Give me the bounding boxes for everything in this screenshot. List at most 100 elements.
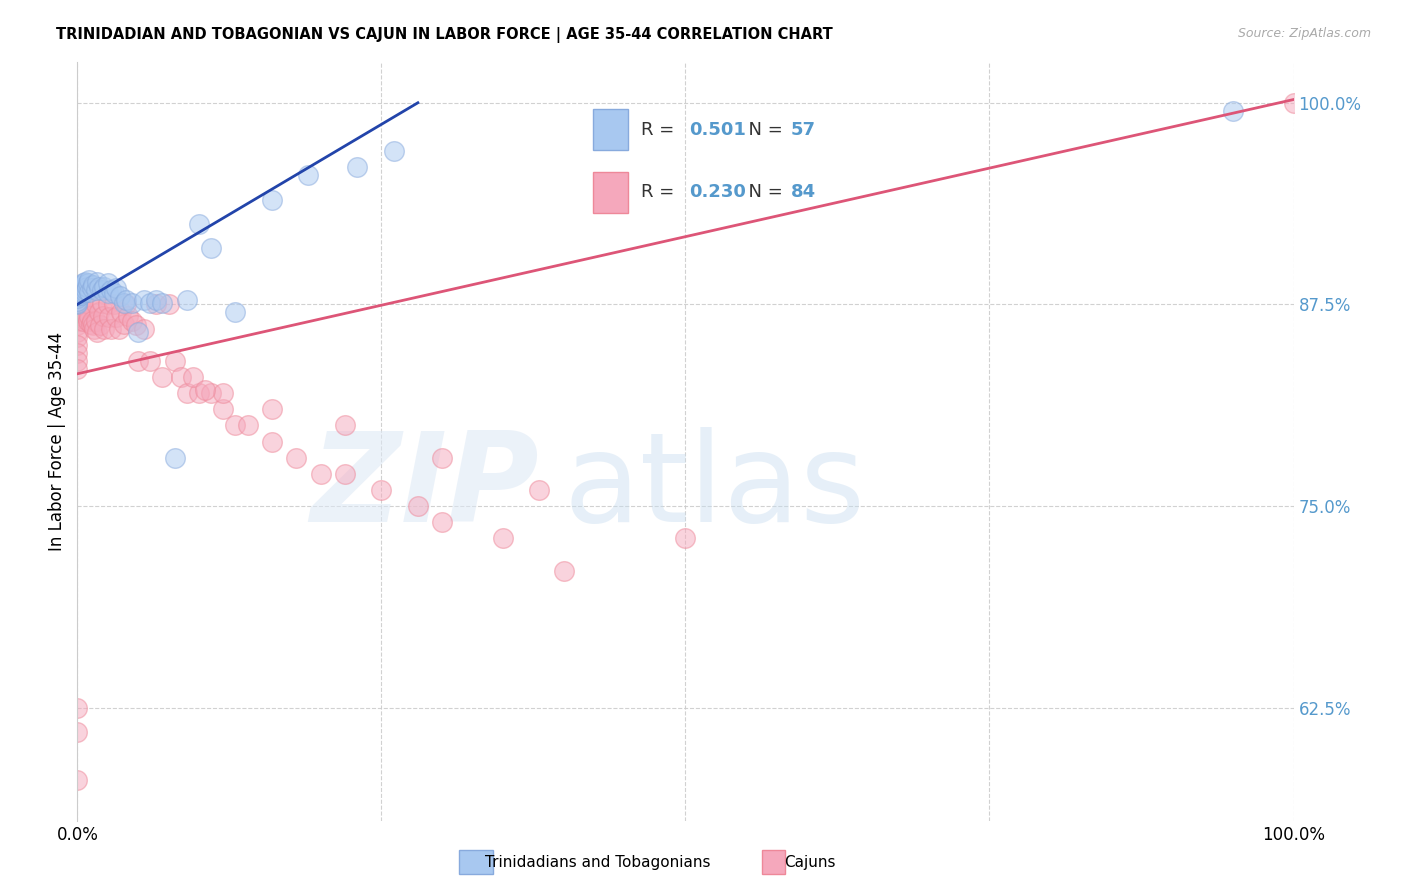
Point xyxy=(66,297,89,311)
Point xyxy=(297,169,319,183)
Point xyxy=(66,285,89,299)
Point xyxy=(194,383,217,397)
Point xyxy=(176,293,198,307)
Point xyxy=(139,295,162,310)
Point xyxy=(66,286,89,301)
Point xyxy=(112,295,135,310)
Point xyxy=(93,321,115,335)
Point xyxy=(333,467,356,481)
Point xyxy=(66,309,89,323)
Point xyxy=(529,483,551,497)
Point xyxy=(139,354,162,368)
Point xyxy=(66,346,89,360)
Point xyxy=(80,313,103,327)
Point xyxy=(66,700,89,714)
Text: Cajuns: Cajuns xyxy=(785,855,837,870)
Point xyxy=(212,402,235,417)
Point xyxy=(66,283,89,297)
Point xyxy=(84,297,107,311)
Point xyxy=(121,295,143,310)
Point xyxy=(76,310,98,325)
Point xyxy=(86,325,108,339)
Point xyxy=(66,773,89,788)
Point xyxy=(145,293,167,307)
Point xyxy=(80,317,103,331)
Point xyxy=(103,297,125,311)
Point xyxy=(260,402,283,417)
Text: Source: ZipAtlas.com: Source: ZipAtlas.com xyxy=(1237,27,1371,40)
Point xyxy=(236,418,259,433)
Point xyxy=(77,313,100,327)
Point xyxy=(79,285,101,299)
Point xyxy=(382,144,405,158)
Point xyxy=(69,279,91,293)
Point xyxy=(72,313,94,327)
Point xyxy=(125,318,148,333)
Point xyxy=(66,291,89,305)
Point xyxy=(70,309,93,323)
Point xyxy=(260,434,283,449)
Point xyxy=(75,283,97,297)
Point xyxy=(79,297,101,311)
Point xyxy=(70,287,93,301)
Point xyxy=(66,289,89,303)
Point xyxy=(110,305,132,319)
Point xyxy=(84,283,107,297)
Point xyxy=(406,499,429,513)
Point xyxy=(370,483,392,497)
Point xyxy=(163,354,186,368)
Point xyxy=(79,273,101,287)
Point xyxy=(69,299,91,313)
Point xyxy=(163,450,186,465)
Point xyxy=(66,281,89,295)
Point xyxy=(93,279,115,293)
Point xyxy=(115,293,138,307)
Point xyxy=(76,279,98,293)
Point xyxy=(134,321,156,335)
Point xyxy=(107,321,129,335)
Point xyxy=(145,297,167,311)
Point xyxy=(152,295,174,310)
Point xyxy=(69,286,91,301)
Point xyxy=(346,161,368,175)
Point xyxy=(188,217,211,231)
Point xyxy=(66,725,89,739)
Point xyxy=(212,386,235,401)
Point xyxy=(66,304,89,318)
Text: ZIP: ZIP xyxy=(311,426,540,548)
Point xyxy=(70,281,93,295)
Point xyxy=(333,418,356,433)
Point xyxy=(127,325,149,339)
Point xyxy=(66,362,89,376)
Point xyxy=(112,317,135,331)
Point xyxy=(70,302,93,317)
Point xyxy=(91,309,114,323)
Point xyxy=(89,305,111,319)
Point xyxy=(66,329,89,343)
Point xyxy=(72,295,94,310)
Point xyxy=(66,313,89,327)
Point xyxy=(82,278,104,293)
Point xyxy=(84,313,107,327)
Point xyxy=(105,281,128,295)
Point xyxy=(553,564,575,578)
Point xyxy=(1282,95,1305,110)
Point xyxy=(121,313,143,327)
Point xyxy=(66,354,89,368)
Point xyxy=(115,297,138,311)
Point xyxy=(170,370,193,384)
Point xyxy=(66,325,89,339)
Point xyxy=(80,281,103,295)
Point xyxy=(105,310,128,325)
Point xyxy=(82,318,104,333)
Point xyxy=(72,277,94,291)
Point xyxy=(108,289,131,303)
Point xyxy=(224,305,246,319)
Text: atlas: atlas xyxy=(564,426,866,548)
Point xyxy=(1222,103,1244,118)
Point xyxy=(69,305,91,319)
Point xyxy=(97,297,120,311)
Point xyxy=(70,285,93,299)
Point xyxy=(66,295,89,310)
Point xyxy=(97,286,120,301)
